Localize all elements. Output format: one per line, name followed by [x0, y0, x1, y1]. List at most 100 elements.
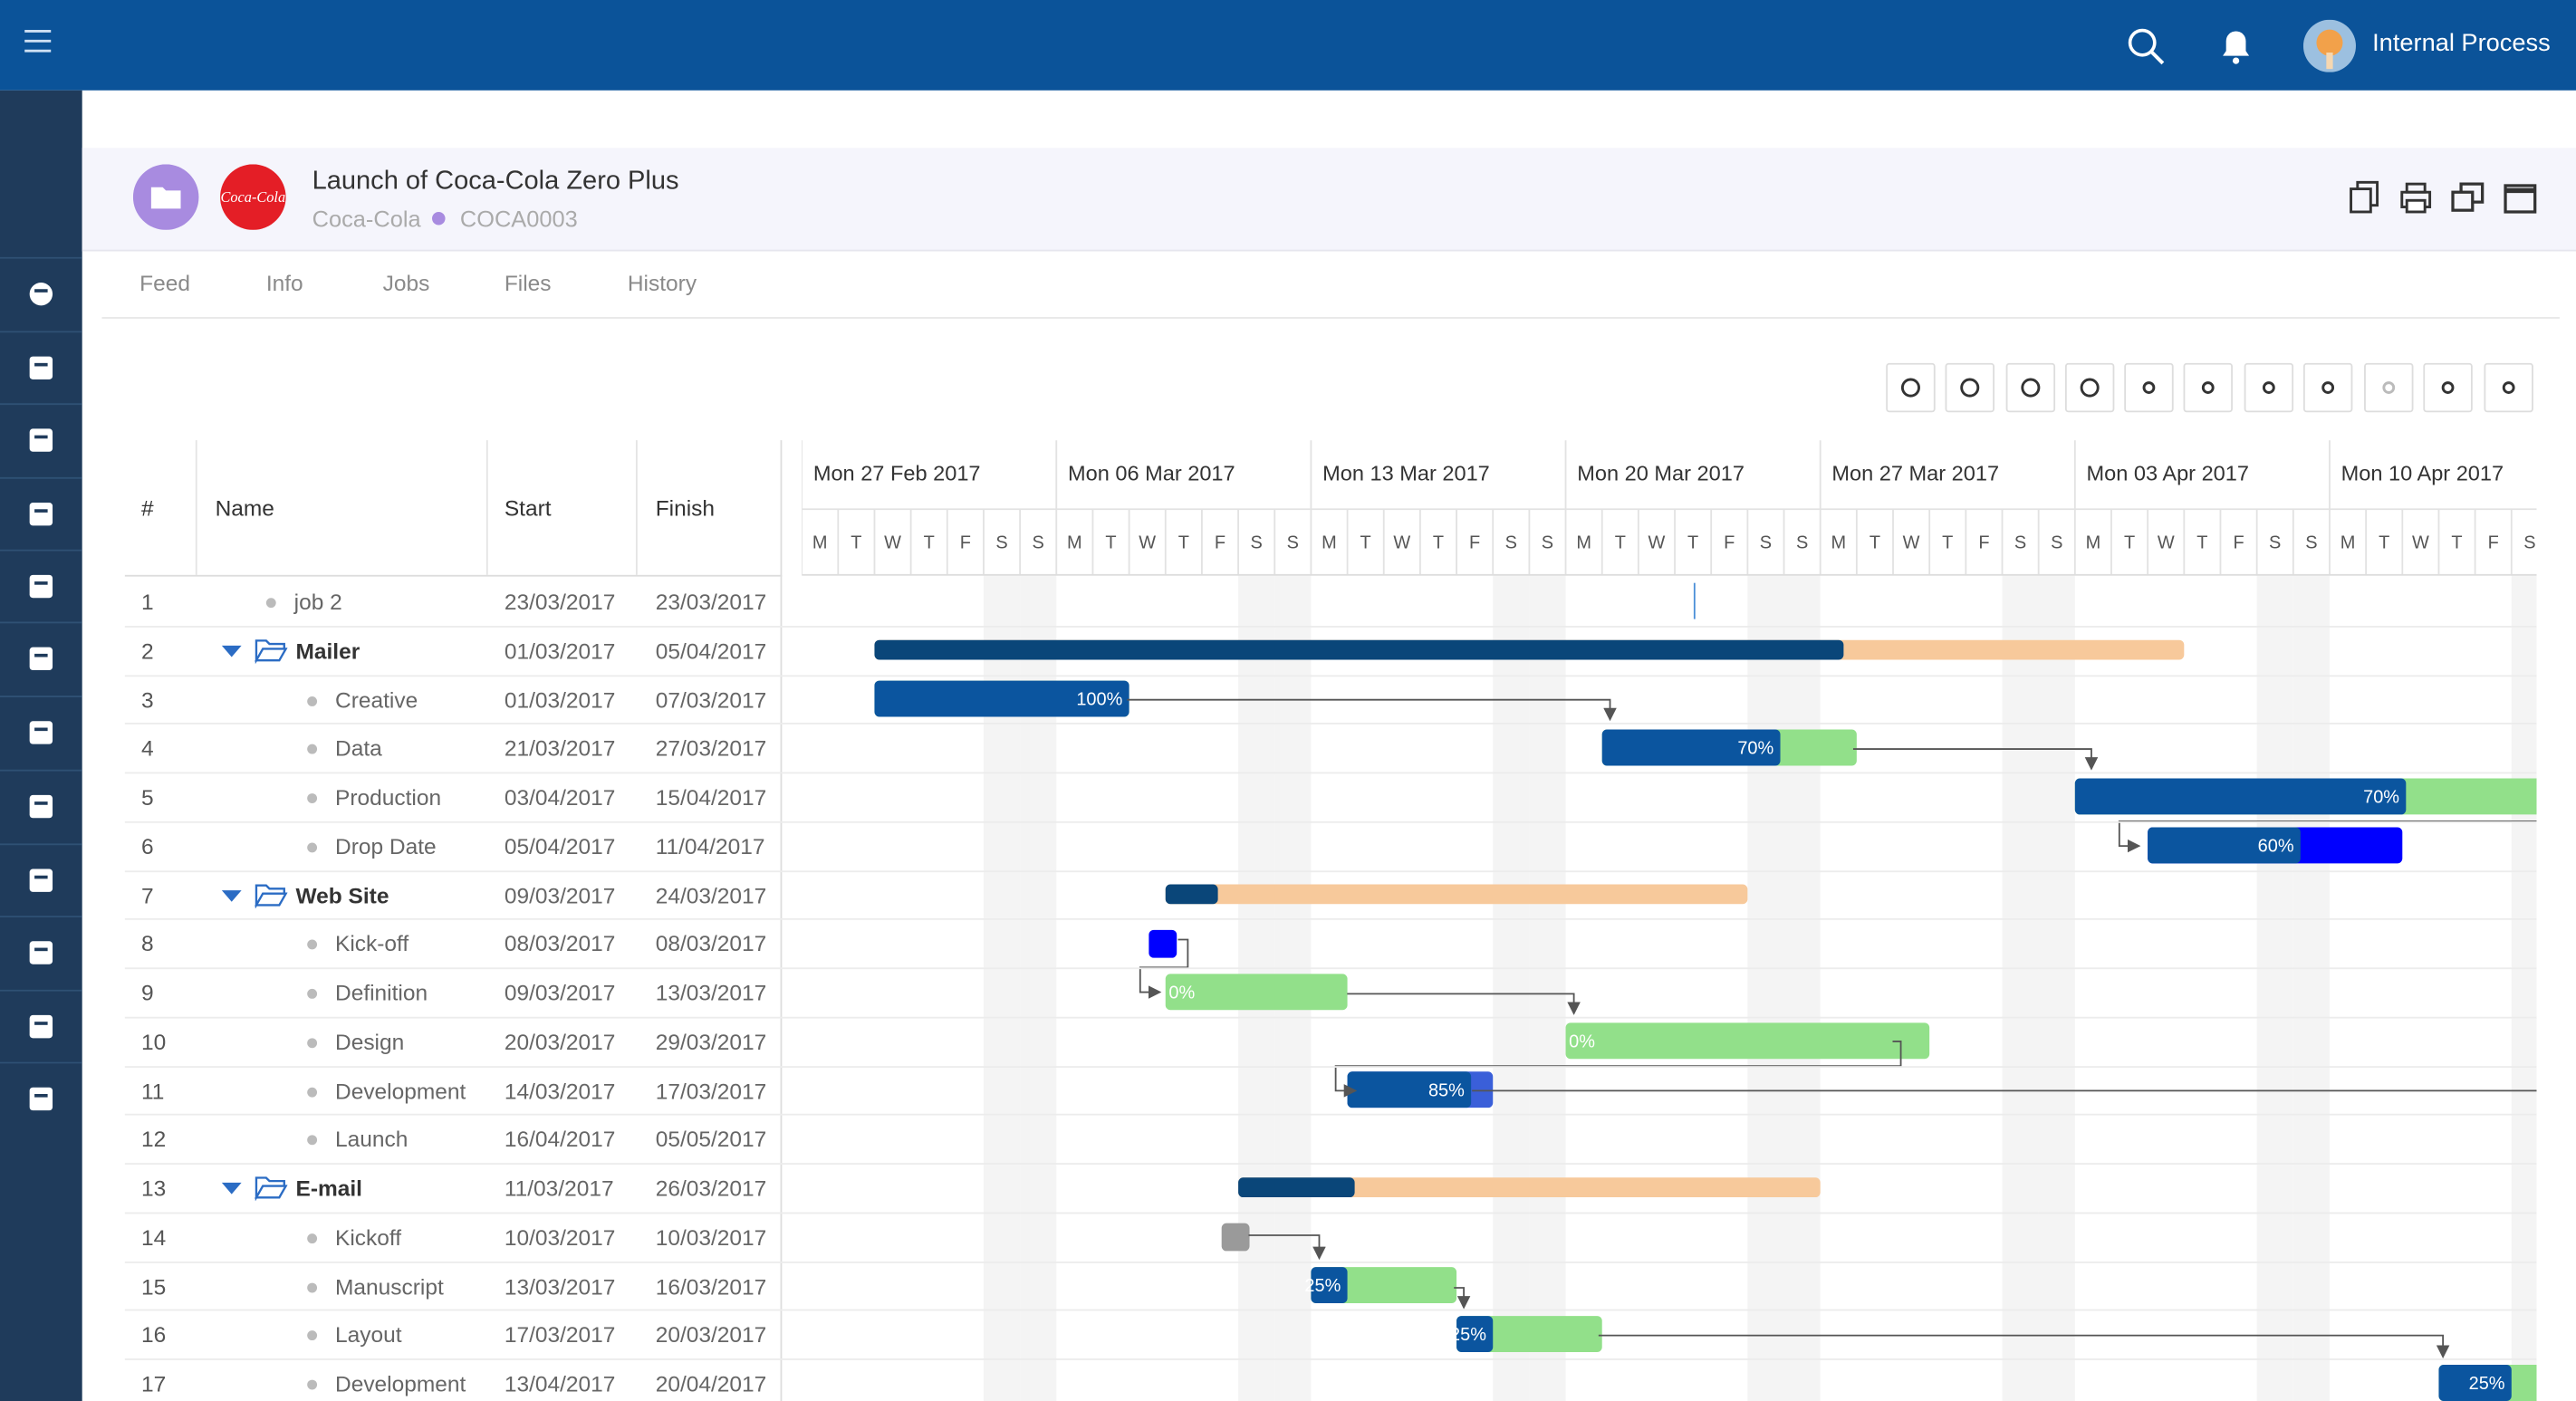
- row-number: 10: [140, 1029, 167, 1055]
- toolbar-button[interactable]: [1886, 362, 1936, 413]
- expand-toggle[interactable]: [221, 889, 242, 901]
- row-number: 1: [140, 590, 154, 615]
- tab[interactable]: History: [627, 271, 697, 296]
- toolbar-button[interactable]: [2244, 362, 2294, 413]
- link: [1127, 698, 1617, 722]
- sidebar-item[interactable]: [29, 941, 53, 964]
- toolbar-button[interactable]: [1945, 362, 1994, 413]
- progress-label: 100%: [1076, 690, 1122, 710]
- sidebar-icon: [29, 941, 53, 964]
- bar-remaining: [1165, 884, 1748, 905]
- sidebar-item[interactable]: [29, 1087, 53, 1111]
- sidebar-item[interactable]: [29, 574, 53, 599]
- day-letter: T: [1105, 533, 1116, 553]
- folder-glyph: [254, 638, 288, 665]
- tab[interactable]: Files: [504, 271, 552, 296]
- sidebar-icon-detail: [34, 1022, 48, 1025]
- finish-date: 27/03/2017: [655, 736, 767, 762]
- weekend-shade: [2002, 574, 2039, 1401]
- sidebar-item[interactable]: [29, 721, 53, 744]
- finish-date: 26/03/2017: [655, 1175, 767, 1201]
- row-divider: [124, 772, 2537, 774]
- start-date: 13/04/2017: [504, 1371, 616, 1396]
- week-label: Mon 10 Apr 2017: [2341, 461, 2504, 485]
- copy-button[interactable]: [2350, 180, 2379, 214]
- notifications-button[interactable]: [2218, 26, 2254, 66]
- toolbar-button[interactable]: [2364, 362, 2414, 413]
- tab[interactable]: Feed: [139, 271, 191, 296]
- toolbar-button[interactable]: [2064, 362, 2115, 413]
- column-header: Finish: [655, 495, 716, 521]
- bullet: [307, 1086, 318, 1097]
- sidebar-item[interactable]: [29, 428, 53, 452]
- sidebar-icon: [29, 356, 53, 379]
- maximize-button[interactable]: [2504, 184, 2537, 214]
- day-letter: T: [2124, 533, 2135, 553]
- sidebar-item[interactable]: [29, 794, 53, 819]
- table-header: [124, 440, 783, 577]
- toolbar-icon: [2201, 381, 2215, 394]
- avatar[interactable]: [2302, 19, 2356, 72]
- toolbar-button[interactable]: [2124, 362, 2174, 413]
- restore-button[interactable]: [2451, 182, 2485, 212]
- task-name: Production: [335, 784, 442, 811]
- tab[interactable]: Jobs: [382, 271, 430, 296]
- bar-remaining: [1238, 1177, 1821, 1198]
- row-number: 14: [140, 1224, 167, 1250]
- toolbar-button[interactable]: [2484, 362, 2533, 413]
- day-letter: S: [2523, 533, 2535, 553]
- sidebar-icon: [29, 503, 53, 526]
- start-date: 08/03/2017: [504, 931, 616, 957]
- row-number: 3: [140, 687, 154, 713]
- week-label: Mon 13 Mar 2017: [1322, 461, 1490, 485]
- bullet: [307, 696, 318, 706]
- bullet: [307, 939, 318, 950]
- row-number: 9: [140, 980, 154, 1006]
- weekend-shade: [1493, 574, 1530, 1401]
- progress-label: 0%: [1569, 1032, 1595, 1051]
- row-number: 7: [140, 882, 154, 908]
- day-letter: T: [1870, 533, 1880, 553]
- start-date: 14/03/2017: [504, 1078, 616, 1103]
- search-button[interactable]: [2126, 26, 2166, 66]
- expand-toggle[interactable]: [221, 1182, 242, 1195]
- finish-date: 11/04/2017: [655, 833, 765, 859]
- row-number: 15: [140, 1273, 167, 1299]
- sidebar-item[interactable]: [29, 647, 53, 671]
- sidebar-item[interactable]: [29, 282, 53, 306]
- bullet: [307, 1135, 318, 1146]
- progress-label: 25%: [1304, 1276, 1341, 1296]
- link: [1598, 1334, 2450, 1359]
- sidebar-item[interactable]: [29, 503, 53, 526]
- weekend-shade: [2548, 575, 2576, 1401]
- menu-button[interactable]: [23, 26, 53, 56]
- bullet: [265, 598, 276, 609]
- start-date: 10/03/2017: [504, 1224, 616, 1250]
- toolbar-button[interactable]: [2302, 362, 2353, 413]
- expand-toggle[interactable]: [221, 645, 242, 657]
- sidebar-icon-detail: [34, 362, 48, 367]
- client-name[interactable]: Coca-Cola: [312, 205, 421, 232]
- day-letter: M: [812, 533, 828, 553]
- toolbar-button[interactable]: [2005, 362, 2056, 413]
- weekend-shade: [1529, 574, 1566, 1401]
- client-logo: Coca-Cola: [220, 164, 286, 230]
- folder-icon: [254, 637, 288, 671]
- user-name[interactable]: Internal Process: [2372, 29, 2551, 58]
- sidebar-item[interactable]: [29, 356, 53, 379]
- tab[interactable]: Info: [265, 271, 303, 296]
- bullet: [307, 1037, 318, 1048]
- bar-progress: [1347, 1071, 1472, 1108]
- day-letter: F: [2488, 533, 2499, 553]
- toolbar-icon: [2142, 381, 2156, 394]
- print-button[interactable]: [2400, 182, 2432, 214]
- tabs-divider: [101, 317, 2560, 319]
- day-letter: M: [1322, 533, 1337, 553]
- task-name: Design: [335, 1029, 405, 1055]
- toolbar-button[interactable]: [2183, 362, 2233, 413]
- sidebar-item[interactable]: [29, 868, 53, 892]
- toolbar-button[interactable]: [2423, 362, 2473, 413]
- day-letter: M: [2086, 533, 2101, 553]
- sidebar-item[interactable]: [29, 1014, 53, 1039]
- link: [1852, 748, 2099, 771]
